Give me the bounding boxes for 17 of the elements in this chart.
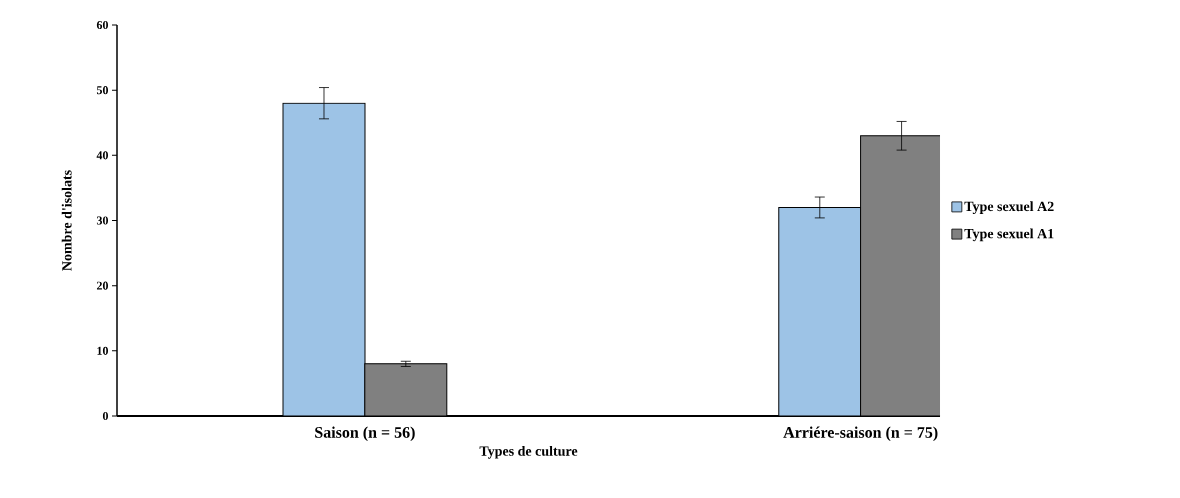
y-axis-title: Nombre d'isolats	[61, 170, 72, 271]
legend-label: Type sexuel A2	[964, 201, 1054, 215]
y-tick-label: 10	[97, 346, 109, 355]
y-tick-label: 20	[96, 281, 109, 290]
x-tick-label: Saison (n = 56)	[315, 426, 415, 442]
y-tick-label: 60	[96, 20, 109, 30]
y-tick-label: 0	[102, 411, 108, 421]
legend-label: Type sexuel A1	[964, 228, 1054, 242]
bar	[364, 363, 448, 416]
x-tick-label: Arriére-saison (n = 75)	[783, 426, 938, 442]
bar	[860, 135, 941, 416]
x-axis-title: Types de culture	[479, 445, 578, 459]
y-tick-label: 50	[96, 86, 109, 95]
y-tick-label: 30	[96, 216, 109, 225]
bar	[282, 102, 366, 416]
y-tick-label: 40	[96, 151, 109, 160]
bar	[778, 206, 862, 416]
